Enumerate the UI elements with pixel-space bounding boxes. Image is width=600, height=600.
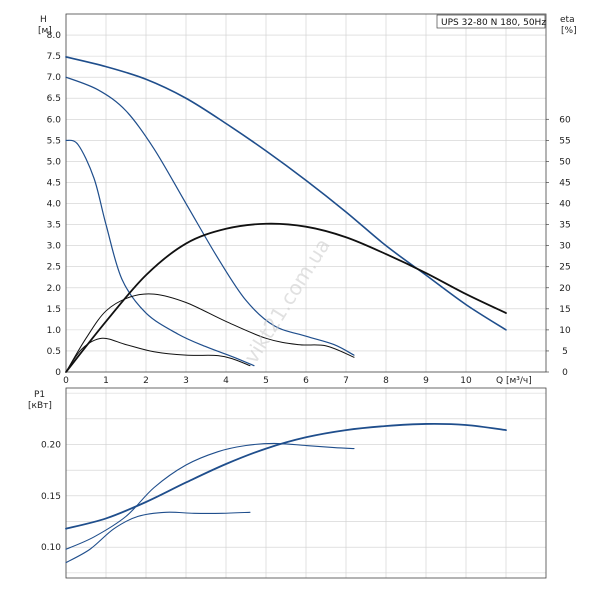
- flow-tick-label: 8: [383, 376, 389, 386]
- top-panel-frame: [65, 13, 547, 373]
- efficiency-curve-4: [65, 293, 355, 373]
- efficiency-curve-3: [65, 222, 507, 373]
- power-curve-2: [65, 511, 251, 564]
- flow-tick-label: 10: [460, 376, 472, 386]
- top-panel-series: [65, 56, 507, 373]
- efficiency-tick-label: 5: [562, 347, 568, 357]
- head-tick-label: 2.0: [47, 284, 62, 294]
- head-tick-label: 2.5: [47, 263, 61, 273]
- head-tick-label: 6.5: [47, 94, 61, 104]
- efficiency-tick-label: 25: [559, 263, 570, 273]
- watermark: vikt21.com.ua: [239, 234, 335, 368]
- flow-tick-label: 7: [343, 376, 349, 386]
- head-axis-ticks: 0 0.5 1.0 1.5 2.0 2.5 3.0 3.5 4.0 4.5 5.0 5.5 6.0 6.5…: [47, 31, 62, 378]
- head-tick-label: 3.5: [47, 221, 61, 231]
- power-axis-unit: [кВт]: [28, 401, 52, 411]
- head-tick-label: 7.0: [47, 73, 62, 83]
- efficiency-tick-label: 30: [559, 242, 571, 252]
- flow-tick-label: 1: [103, 376, 109, 386]
- head-curve-1: [65, 76, 355, 356]
- head-curve-2: [65, 139, 255, 367]
- efficiency-tick-label: 40: [559, 200, 571, 210]
- efficiency-tick-label: 35: [559, 221, 570, 231]
- model-label-box: [436, 14, 546, 29]
- bottom-panel-frame: [65, 387, 547, 579]
- head-axis-title: H: [40, 15, 47, 25]
- head-axis-unit: [м]: [38, 26, 52, 36]
- head-tick-label: 8.0: [47, 31, 62, 41]
- flow-tick-label: 6: [303, 376, 309, 386]
- flow-tick-label: 2: [143, 376, 149, 386]
- head-tick-label: 5.0: [47, 157, 62, 167]
- head-tick-label: 0: [55, 368, 61, 378]
- flow-axis-title: Q [м³/ч]: [496, 376, 532, 386]
- power-axis-title: P1: [34, 390, 45, 400]
- head-tick-label: 1.5: [47, 305, 61, 315]
- flow-tick-label: 0: [63, 376, 69, 386]
- head-tick-label: 3.0: [47, 242, 62, 252]
- head-tick-label: 1.0: [47, 326, 62, 336]
- flow-tick-label: 3: [183, 376, 189, 386]
- flow-axis-ticks: 0 1 2 3 4 5 6 7 8 9 10: [63, 376, 472, 386]
- efficiency-tick-label: 0: [562, 368, 568, 378]
- power-tick-label: 0.10: [41, 543, 61, 553]
- power-tick-label: 0.20: [41, 440, 61, 450]
- efficiency-tick-label: 45: [559, 178, 570, 188]
- head-tick-label: 4.5: [47, 178, 61, 188]
- efficiency-tick-label: 55: [559, 136, 570, 146]
- flow-tick-label: 4: [223, 376, 229, 386]
- efficiency-axis-unit: [%]: [561, 26, 577, 36]
- power-curve-0: [65, 422, 507, 530]
- efficiency-curve-5: [65, 337, 251, 373]
- efficiency-tick-label: 20: [559, 284, 571, 294]
- efficiency-axis-title: eta: [560, 15, 575, 25]
- head-tick-label: 6.0: [47, 115, 62, 125]
- power-tick-label: 0.15: [41, 492, 61, 502]
- head-tick-label: 7.5: [47, 52, 61, 62]
- top-panel-grid: [65, 14, 546, 373]
- bottom-panel-series: [65, 422, 507, 564]
- power-curve-1: [65, 442, 355, 550]
- head-tick-label: 4.0: [47, 200, 62, 210]
- efficiency-axis-ticks: 0 5 10 15 20 25 30 35 40 45 50 55 60: [546, 115, 571, 378]
- efficiency-tick-label: 10: [559, 326, 571, 336]
- power-axis-ticks: 0.10 0.15 0.20: [41, 440, 61, 553]
- flow-tick-label: 9: [423, 376, 429, 386]
- bottom-panel-grid: [65, 388, 546, 578]
- efficiency-tick-label: 60: [559, 115, 571, 125]
- flow-tick-label: 5: [263, 376, 269, 386]
- head-tick-label: 0.5: [47, 347, 61, 357]
- model-label: UPS 32-80 N 180, 50Hz: [441, 18, 546, 28]
- efficiency-tick-label: 15: [559, 305, 570, 315]
- efficiency-tick-label: 50: [559, 157, 571, 167]
- head-curve-0: [65, 56, 507, 331]
- head-tick-label: 5.5: [47, 136, 61, 146]
